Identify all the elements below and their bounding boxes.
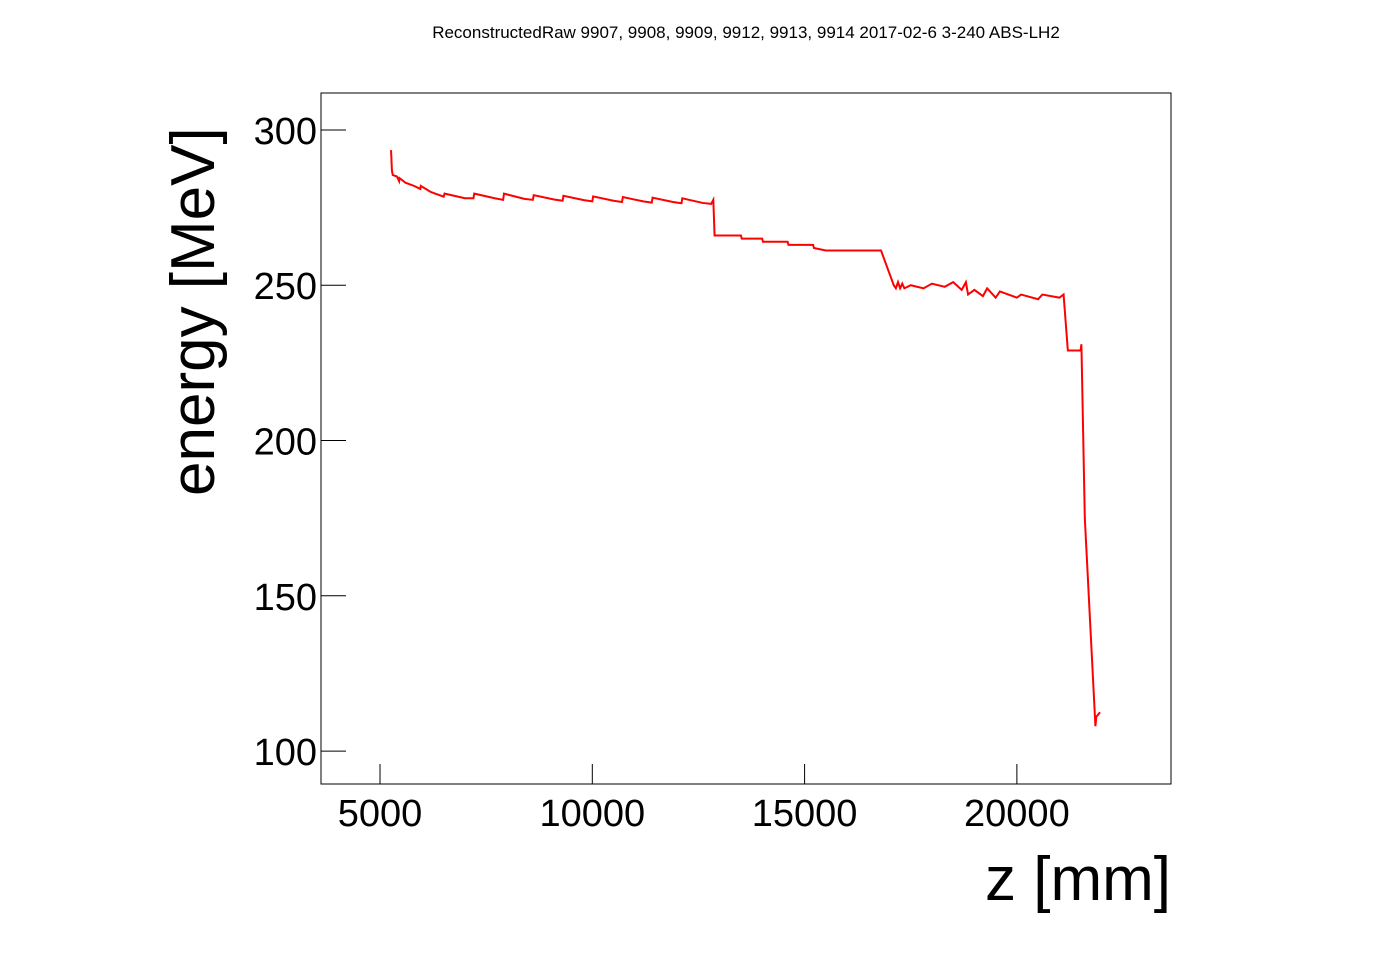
x-tick-label: 10000: [539, 793, 645, 835]
y-tick-label: 150: [254, 577, 317, 619]
x-tick-label: 5000: [338, 793, 423, 835]
y-tick-label: 200: [254, 422, 317, 464]
x-tick-label: 15000: [752, 793, 858, 835]
y-tick-label: 250: [254, 266, 317, 308]
x-axis-label: z [mm]: [985, 845, 1171, 914]
chart-title: ReconstructedRaw 9907, 9908, 9909, 9912,…: [432, 23, 1060, 42]
data-line: [390, 150, 1101, 727]
x-tick-label: 20000: [964, 793, 1070, 835]
y-axis-label: energy [MeV]: [159, 127, 228, 496]
plot-frame: [320, 92, 1172, 785]
y-tick-label: 100: [254, 732, 317, 774]
y-tick-label: 300: [254, 111, 317, 153]
